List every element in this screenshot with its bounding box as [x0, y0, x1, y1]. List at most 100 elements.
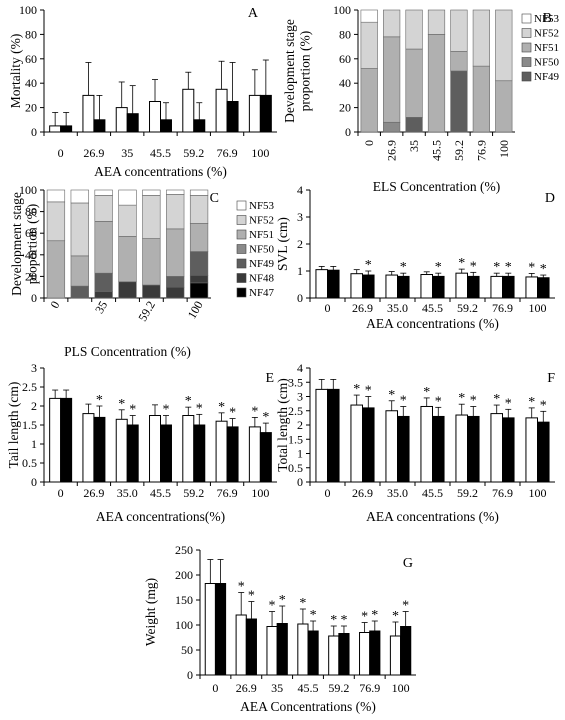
stacked-bar-segment [472, 65, 490, 133]
stacked-bar-segment [189, 189, 209, 196]
y-tick-label: 60 [25, 226, 37, 240]
y-tick-label: 0 [297, 475, 303, 489]
y-axis-title: Development stageproportion (%) [9, 192, 40, 296]
stacked-bar-segment [405, 117, 423, 133]
bar [362, 407, 375, 483]
bar [214, 583, 227, 676]
bar [397, 415, 410, 483]
x-tick-label: 45.5 [150, 146, 171, 160]
y-tick-label: 1 [297, 447, 303, 461]
x-tick-label: 100 [185, 299, 206, 322]
bar [537, 421, 550, 483]
legend-entry: NF53 [534, 13, 560, 25]
significance-star: * [196, 401, 203, 416]
bar [82, 413, 95, 483]
x-axis-title: AEA concentrations(%) [96, 509, 225, 524]
stacked-bar-segment [94, 272, 113, 292]
stacked-bar-segment [70, 202, 89, 257]
stacked-bar-segment [70, 255, 89, 287]
x-tick-label: 35.0 [117, 486, 138, 500]
panel-label: E [265, 371, 274, 386]
significance-star: * [262, 410, 269, 425]
x-tick-label: 100 [392, 681, 410, 695]
panel-F: 00.511.522.533.540 26.9 35.0 45.5 59.2 76.9 10… [275, 361, 555, 524]
bar [338, 633, 350, 676]
x-tick-label: 26.9 [236, 681, 257, 695]
y-tick-label: 3 [297, 210, 303, 224]
significance-star: * [388, 388, 395, 403]
stacked-bar-segment [118, 189, 137, 206]
significance-star: * [118, 397, 125, 412]
y-tick-label: 2 [297, 237, 303, 251]
y-tick-label: 80 [25, 27, 37, 41]
x-tick-label: 59.2 [457, 486, 478, 500]
significance-star: * [218, 400, 225, 415]
bar [215, 420, 228, 483]
panel-A: 0 20 40 60 80 100 0 26.9 35 45.5 59.2 76.9 100 AEA co… [8, 3, 277, 179]
y-tick-label: 2.5 [22, 380, 37, 394]
significance-star: * [402, 599, 409, 614]
bar [115, 418, 128, 483]
bar [193, 119, 206, 133]
significance-star: * [458, 256, 465, 271]
legend-entry: NF50 [249, 244, 275, 256]
y-tick-label: 100 [175, 618, 193, 632]
stacked-bar-segment [94, 195, 113, 222]
legend-swatch [236, 273, 247, 283]
x-tick-label: 45.5 [422, 486, 443, 500]
stacked-bar-segment [189, 251, 209, 276]
significance-star: * [365, 258, 372, 273]
bar [328, 635, 340, 676]
x-tick-label: 59.2 [452, 140, 466, 161]
bar [226, 426, 239, 483]
significance-star: * [353, 382, 360, 397]
significance-star: * [505, 396, 512, 411]
x-tick-label: 0 [362, 140, 376, 146]
significance-star: * [185, 394, 192, 409]
y-tick-label: 40 [25, 76, 37, 90]
bar [182, 415, 195, 483]
stacked-bar-segment [450, 9, 468, 52]
x-tick-label: 45.5 [150, 486, 171, 500]
x-tick-label: 0 [212, 681, 218, 695]
y-tick-label: 250 [175, 543, 193, 557]
legend-entry: NF50 [534, 57, 560, 69]
x-tick-label: 0 [58, 486, 64, 500]
x-tick-label: 0 [47, 299, 62, 311]
stacked-bar-segment [94, 221, 113, 274]
bar [490, 275, 504, 299]
y-tick-label: 2 [297, 418, 303, 432]
bar [307, 630, 319, 676]
significance-star: * [269, 599, 276, 614]
stacked-bar-segment [450, 70, 468, 133]
stacked-bar-segment [189, 282, 209, 299]
bar [60, 397, 73, 483]
bar [259, 94, 272, 133]
stacked-bar-segment [360, 21, 378, 69]
panel-label: G [403, 556, 413, 571]
stacked-bar-segment [46, 189, 66, 203]
significance-star: * [400, 260, 407, 275]
bar [276, 623, 288, 676]
y-tick-label: 0 [31, 475, 37, 489]
bar [226, 101, 239, 133]
y-tick-label: 60 [339, 52, 351, 66]
significance-star: * [248, 589, 255, 604]
stacked-bar-segment [142, 284, 161, 299]
legend-swatch [521, 71, 532, 82]
bar [467, 415, 480, 483]
stacked-bar-segment [142, 238, 161, 286]
bar [385, 274, 399, 299]
y-tick-label: 40 [339, 76, 351, 90]
bar [385, 410, 399, 483]
panel-E: 0 0.5 1 1.5 2 2.5 3 0 26.9 35.0 45.5 59.2 76.9 100 AEA… [6, 361, 277, 524]
panel-label: B [543, 11, 552, 26]
stacked-bar-segment [46, 201, 66, 242]
legend: NF53 NF52 NF51 NF50 NF49 NF48 NF47 [236, 200, 275, 299]
legend-entry: NF48 [249, 273, 275, 285]
stacked-bar-segment [70, 285, 89, 299]
bar [193, 424, 206, 483]
stacked-bar-segment [142, 189, 161, 196]
bar [502, 275, 515, 299]
bar [389, 635, 402, 676]
